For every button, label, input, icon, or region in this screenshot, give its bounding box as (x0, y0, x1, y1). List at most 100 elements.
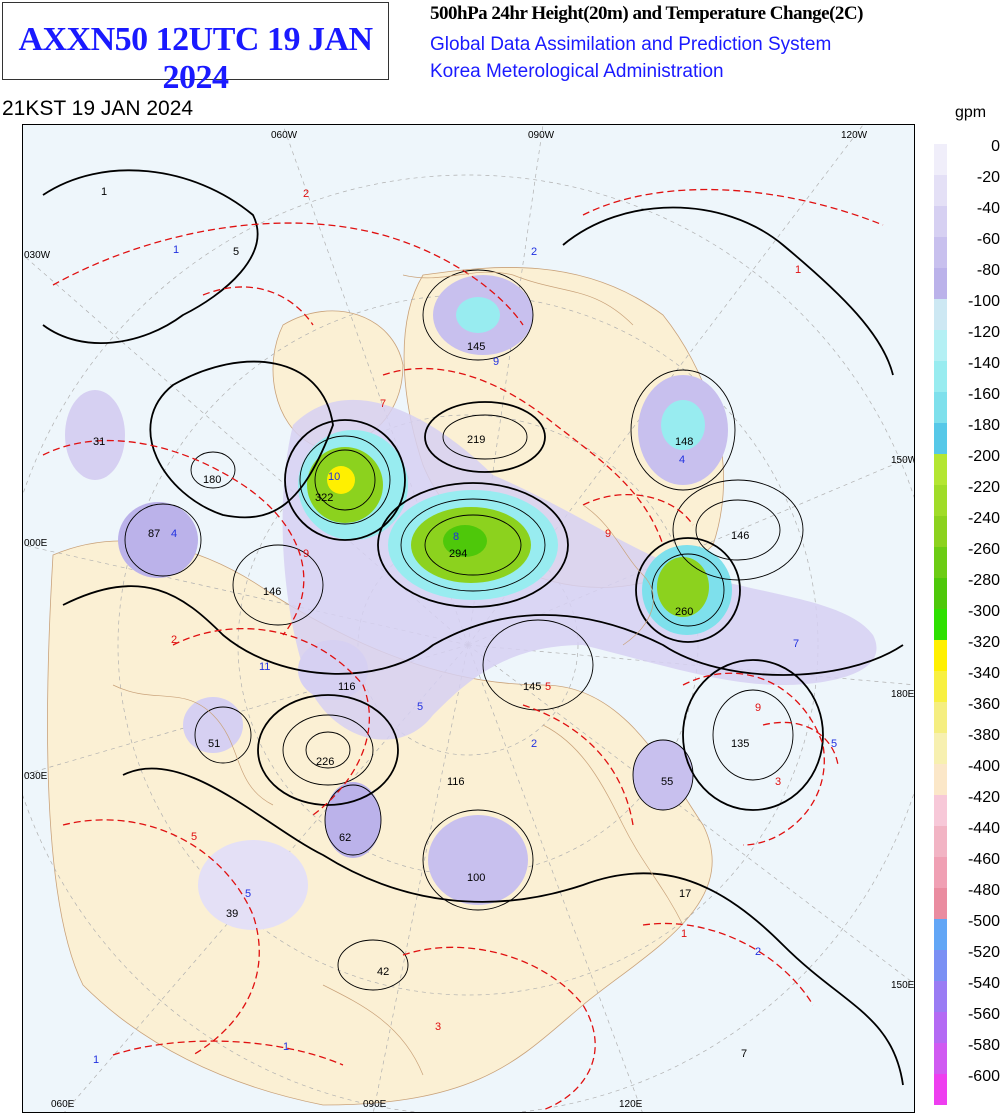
legend-label: -240 (967, 510, 1000, 527)
legend-label: -120 (967, 324, 1000, 341)
temp-center-label: 5 (545, 681, 551, 693)
legend-swatch (934, 1074, 947, 1105)
lon-label: 090E (363, 1099, 387, 1110)
legend-label: -380 (967, 727, 1000, 744)
legend-label: -220 (967, 479, 1000, 496)
height-center-label: 51 (208, 738, 220, 750)
legend-swatch (934, 950, 947, 981)
temp-center-label: 3 (435, 1021, 441, 1033)
height-center-label: 116 (447, 776, 465, 788)
legend-swatch (934, 1043, 947, 1074)
height-center-label: 116 (338, 681, 356, 693)
legend-label: -420 (967, 789, 1000, 806)
temp-center-labels: 2 1 2 1 7 9 10 8 9 4 4 9 11 2 5 5 7 2 9 … (93, 188, 837, 1066)
legend-swatch (934, 609, 947, 640)
legend-swatch (934, 392, 947, 423)
temp-center-label: 1 (681, 928, 687, 940)
height-center-label: 87 (148, 528, 160, 540)
height-center-label: 260 (675, 606, 693, 618)
agency-name: Korea Meterological Administration (430, 61, 724, 82)
chart-title: 500hPa 24hr Height(20m) and Temperature … (430, 3, 863, 24)
temp-center-label: 1 (283, 1041, 289, 1053)
legend-swatch (934, 144, 947, 175)
height-center-label: 145 (467, 341, 485, 353)
lon-label: 090W (528, 130, 555, 141)
legend-label: -180 (967, 417, 1000, 434)
height-center-label: 42 (377, 966, 389, 978)
height-center-label: 322 (315, 492, 333, 504)
lon-label: 000E (24, 538, 48, 549)
legend-label: -20 (976, 169, 1000, 186)
height-center-label: 62 (339, 832, 351, 844)
legend-swatch (934, 268, 947, 299)
temp-center-label: 4 (171, 528, 177, 540)
height-center-label: 219 (467, 434, 485, 446)
temp-center-label: 5 (831, 738, 837, 750)
height-center-label: 226 (316, 756, 334, 768)
legend-swatch (934, 361, 947, 392)
temp-center-label: 7 (380, 398, 386, 410)
legend-swatch (934, 640, 947, 671)
height-center-label: 294 (449, 548, 467, 560)
temp-center-label: 7 (793, 638, 799, 650)
temp-center-label: 10 (328, 471, 340, 483)
lon-label: 030W (24, 250, 51, 261)
legend-label: -260 (967, 541, 1000, 558)
temp-center-label: 3 (775, 776, 781, 788)
legend-label: -440 (967, 820, 1000, 837)
legend-label: -300 (967, 603, 1000, 620)
legend-swatch (934, 578, 947, 609)
temp-center-label: 2 (171, 634, 177, 646)
legend-label: 0 (991, 138, 1000, 155)
temp-center-label: 5 (417, 701, 423, 713)
legend-swatch (934, 733, 947, 764)
legend-swatch (934, 981, 947, 1012)
legend-label: -600 (967, 1068, 1000, 1085)
legend-label: -400 (967, 758, 1000, 775)
height-center-label: 135 (731, 738, 749, 750)
temp-center-label: 9 (605, 528, 611, 540)
temp-center-label: 9 (493, 356, 499, 368)
temp-center-label: 9 (755, 702, 761, 714)
legend-swatch (934, 299, 947, 330)
coastlines (112, 271, 684, 1076)
temp-center-label: 5 (245, 888, 251, 900)
map-panel: 1 5 145 219 180 322 294 148 146 87 31 14… (22, 124, 915, 1113)
legend-swatch (934, 857, 947, 888)
legend-label: -480 (967, 882, 1000, 899)
legend-swatch (934, 702, 947, 733)
temp-center-label: 11 (259, 661, 270, 673)
legend-label: -360 (967, 696, 1000, 713)
lon-label: 060W (271, 130, 298, 141)
shaded-height-fall (65, 275, 877, 930)
temp-center-label: 2 (531, 246, 537, 258)
height-center-label: 146 (731, 530, 749, 542)
height-center-label: 5 (233, 246, 239, 258)
height-contours (42, 169, 904, 1086)
legend-label: -140 (967, 355, 1000, 372)
legend-label: -340 (967, 665, 1000, 682)
legend-label: -580 (967, 1037, 1000, 1054)
map-canvas: 1 5 145 219 180 322 294 148 146 87 31 14… (23, 125, 914, 1112)
height-center-label: 55 (661, 776, 673, 788)
height-center-label: 148 (675, 436, 693, 448)
height-center-label: 180 (203, 474, 221, 486)
lon-label: 120E (619, 1099, 643, 1110)
system-name: Global Data Assimilation and Prediction … (430, 34, 832, 55)
legend-swatch (934, 1012, 947, 1043)
temp-center-label: 9 (303, 548, 309, 560)
temp-center-label: 2 (303, 188, 309, 200)
legend-label: -460 (967, 851, 1000, 868)
legend-swatch (934, 423, 947, 454)
legend-swatch (934, 888, 947, 919)
legend-label: -60 (976, 231, 1000, 248)
legend-label: -500 (967, 913, 1000, 930)
lon-label: 060E (51, 1099, 75, 1110)
legend-label: -160 (967, 386, 1000, 403)
temp-center-label: 2 (755, 946, 761, 958)
height-center-label: 31 (93, 436, 105, 448)
legend-label: -200 (967, 448, 1000, 465)
legend-label: -540 (967, 975, 1000, 992)
lon-label: 030E (24, 771, 48, 782)
product-title-box: AXXN50 12UTC 19 JAN 2024 (2, 2, 389, 96)
